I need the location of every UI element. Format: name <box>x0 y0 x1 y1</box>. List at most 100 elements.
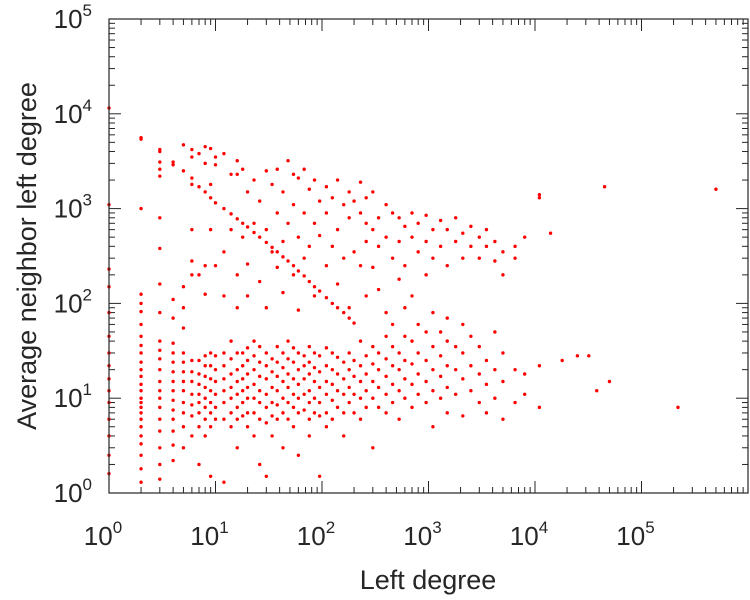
data-point <box>252 339 256 343</box>
data-point <box>286 357 290 361</box>
data-point <box>158 477 162 481</box>
data-point <box>335 355 340 360</box>
data-point <box>208 400 213 405</box>
data-point <box>213 201 218 205</box>
x-tick-labels: 100 101 102 103 104 105 <box>84 518 655 551</box>
data-point <box>352 411 356 415</box>
data-point <box>312 365 317 370</box>
data-point <box>190 379 194 384</box>
data-point <box>307 434 312 438</box>
data-point <box>158 396 162 400</box>
data-point <box>286 400 290 405</box>
data-point <box>302 377 306 381</box>
data-point <box>281 411 285 415</box>
data-point <box>252 178 256 182</box>
data-point <box>352 199 356 203</box>
data-point <box>493 367 497 372</box>
data-point <box>317 354 322 358</box>
data-point <box>275 417 279 421</box>
data-point <box>281 379 285 384</box>
data-point <box>376 351 381 355</box>
data-point <box>352 374 356 379</box>
data-point <box>203 405 207 410</box>
data-point <box>330 398 335 403</box>
data-point <box>222 250 226 254</box>
data-point <box>270 250 274 254</box>
data-point <box>158 379 162 384</box>
data-point <box>171 360 175 364</box>
data-point <box>595 388 599 393</box>
data-point <box>390 256 395 260</box>
data-point <box>245 262 250 266</box>
data-point <box>208 411 213 415</box>
data-point <box>222 351 226 355</box>
data-point <box>416 392 420 396</box>
data-point <box>181 379 186 384</box>
data-point <box>484 382 489 387</box>
data-point <box>139 334 143 338</box>
data-point <box>493 396 497 400</box>
data-point <box>252 221 256 225</box>
data-point <box>330 417 335 421</box>
data-point <box>347 367 351 372</box>
data-point <box>240 364 245 368</box>
data-point <box>240 414 245 418</box>
data-point <box>245 411 250 415</box>
data-point <box>229 357 233 361</box>
data-point <box>364 294 368 298</box>
data-point <box>397 216 401 220</box>
data-point <box>461 351 465 355</box>
data-point <box>270 245 274 250</box>
data-point <box>371 227 375 232</box>
data-point <box>235 367 239 372</box>
data-point <box>390 400 395 405</box>
x-tick-label: 104 <box>510 518 548 551</box>
data-point <box>347 385 351 390</box>
data-point <box>181 388 186 393</box>
data-point <box>296 411 301 415</box>
data-point <box>403 224 407 229</box>
data-point <box>358 263 363 268</box>
data-point <box>403 334 407 338</box>
data-point <box>522 235 527 239</box>
data-point <box>296 367 301 372</box>
data-point <box>171 351 175 355</box>
data-point <box>307 279 312 284</box>
data-point <box>171 370 175 374</box>
data-point <box>397 277 401 281</box>
data-point <box>469 364 473 368</box>
data-point <box>235 217 239 221</box>
data-point <box>181 143 186 147</box>
data-point <box>438 374 443 379</box>
data-point <box>376 385 381 390</box>
data-point <box>281 365 285 370</box>
data-point <box>410 362 414 366</box>
data-point <box>358 364 363 368</box>
data-point <box>324 425 329 429</box>
data-point <box>275 403 279 407</box>
data-point <box>493 330 497 334</box>
data-point <box>324 185 329 189</box>
data-point <box>139 351 143 355</box>
data-point <box>335 306 340 310</box>
data-point <box>203 354 207 358</box>
data-point <box>208 351 213 355</box>
data-point <box>522 392 527 396</box>
data-point <box>291 405 296 410</box>
data-point <box>264 392 269 396</box>
data-point <box>222 388 226 393</box>
data-point <box>358 379 363 384</box>
data-point <box>291 377 296 381</box>
data-point <box>203 263 207 268</box>
data-point <box>324 263 329 268</box>
data-point <box>291 202 296 207</box>
data-point <box>438 244 443 249</box>
data-point <box>203 364 207 368</box>
data-point <box>158 282 162 286</box>
data-point <box>403 263 407 268</box>
data-point <box>324 364 329 368</box>
data-point <box>213 354 218 358</box>
data-point <box>270 385 274 390</box>
data-point <box>445 385 449 390</box>
data-point <box>307 400 312 405</box>
